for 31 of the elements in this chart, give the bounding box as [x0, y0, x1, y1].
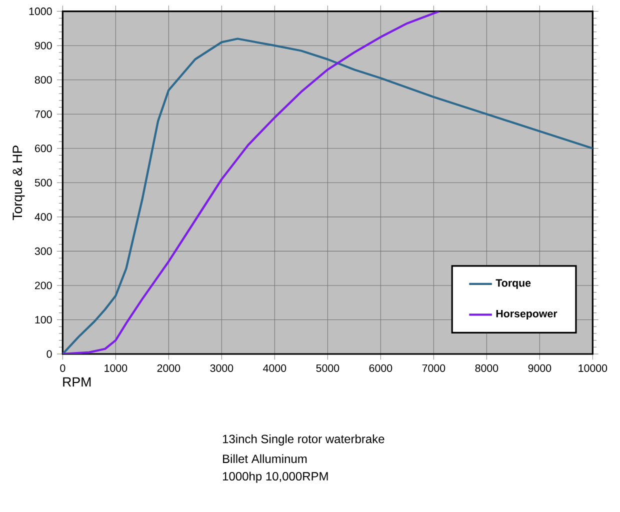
- line-series: [62, 11, 440, 354]
- legend-label: Horsepower: [496, 310, 558, 320]
- y-tick-label: 900: [34, 42, 52, 50]
- y-axis-title: Torque & HP: [12, 146, 25, 220]
- y-tick-label: 600: [35, 144, 52, 152]
- y-tick-label: 300: [34, 247, 52, 255]
- y-tick-label: 800: [34, 76, 52, 84]
- y-tick-label: 200: [35, 282, 52, 290]
- legend-label: Torque: [496, 279, 531, 289]
- x-tick-label: 7000: [422, 364, 446, 372]
- y-tick-label: 1000: [29, 8, 52, 16]
- x-tick-label: 10000: [578, 364, 608, 372]
- y-tick-label: 100: [35, 316, 52, 324]
- line-series: [62, 38, 593, 354]
- x-tick-label: 0: [60, 364, 66, 372]
- x-tick-label: 8000: [475, 364, 498, 372]
- y-tick-label: 700: [35, 110, 52, 118]
- x-tick-label: 5000: [316, 364, 340, 372]
- y-tick-label: 500: [34, 178, 52, 186]
- x-axis-title: RPM: [63, 377, 91, 387]
- y-tick-label: 400: [34, 213, 52, 221]
- text: 1000hp 10,000RPM: [222, 472, 328, 483]
- text: 13inch Single rotor waterbrake: [222, 434, 384, 446]
- x-tick-label: 4000: [263, 364, 286, 372]
- x-tick-label: 2000: [157, 364, 180, 372]
- y-tick-label: 0: [46, 350, 52, 358]
- text: Billet Alluminum: [223, 454, 307, 464]
- x-tick-label: 6000: [369, 364, 392, 372]
- x-tick-label: 1000: [104, 364, 128, 372]
- x-tick-label: 9000: [528, 364, 552, 372]
- x-tick-label: 3000: [210, 364, 234, 372]
